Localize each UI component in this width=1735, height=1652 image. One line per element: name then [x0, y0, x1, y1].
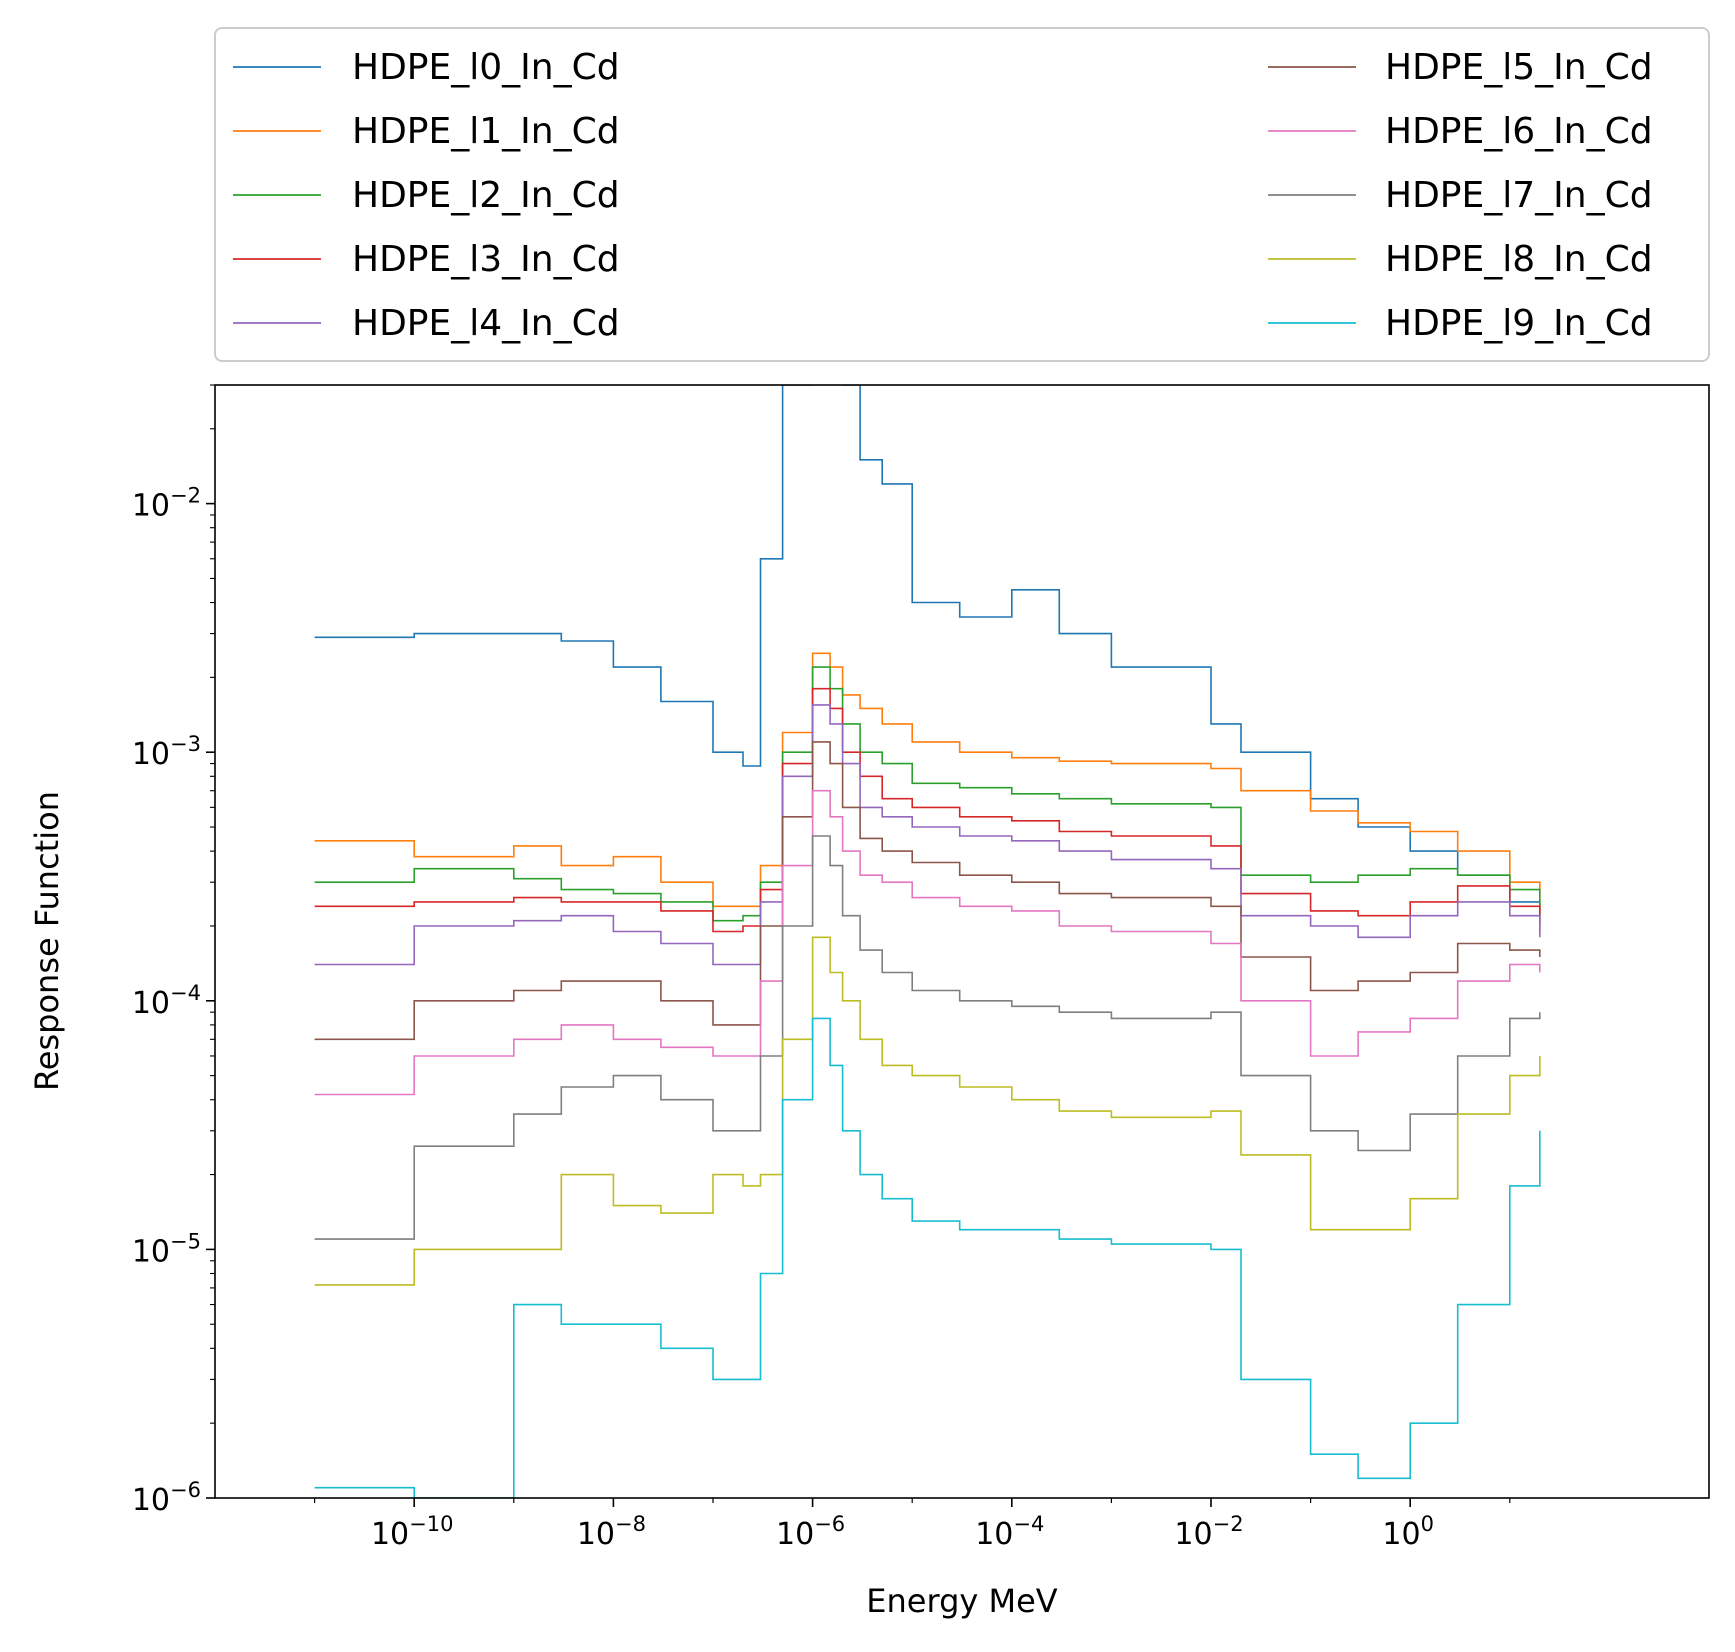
- series-line-8: [314, 936, 1541, 1286]
- legend-label-8: HDPE_l8_In_Cd: [1385, 239, 1653, 280]
- x-tick-label-1: 10−8: [577, 1512, 646, 1552]
- x-axis-ticks: 10−10 10−8 10−6 10−4 10−2 100: [314, 1498, 1511, 1552]
- x-tick-label-0: 10−10: [371, 1512, 454, 1552]
- y-tick-label-4: 10−2: [132, 484, 201, 524]
- series-line-9: [314, 1017, 1541, 1498]
- legend-label-0: HDPE_l0_In_Cd: [352, 47, 620, 88]
- y-axis-label: Response Function: [28, 791, 66, 1091]
- legend-label-7: HDPE_l7_In_Cd: [1385, 175, 1653, 216]
- series-line-3: [314, 687, 1541, 933]
- y-tick-label-1: 10−5: [132, 1229, 201, 1269]
- legend-label-5: HDPE_l5_In_Cd: [1385, 47, 1653, 88]
- plot-frame: [214, 384, 1710, 1499]
- series-line-7: [314, 835, 1541, 1240]
- series-line-5: [314, 741, 1541, 1041]
- legend-box: [214, 27, 1710, 362]
- legend-label-3: HDPE_l3_In_Cd: [352, 239, 620, 280]
- legend-label-9: HDPE_l9_In_Cd: [1385, 303, 1653, 344]
- series-line-2: [314, 666, 1541, 922]
- x-tick-label-5: 100: [1382, 1512, 1434, 1552]
- y-tick-label-2: 10−4: [132, 981, 201, 1021]
- legend: HDPE_l0_In_Cd HDPE_l1_In_Cd HDPE_l2_In_Cd H…: [214, 27, 1710, 362]
- legend-label-6: HDPE_l6_In_Cd: [1385, 111, 1653, 152]
- y-tick-label-0: 10−6: [132, 1478, 201, 1518]
- series-line-4: [314, 704, 1541, 966]
- x-tick-label-2: 10−6: [776, 1512, 845, 1552]
- y-tick-label-3: 10−3: [132, 732, 201, 772]
- legend-label-4: HDPE_l4_In_Cd: [352, 303, 620, 344]
- legend-label-2: HDPE_l2_In_Cd: [352, 175, 620, 216]
- series-layer: [314, 385, 1541, 1498]
- x-axis-label: Energy MeV: [866, 1582, 1058, 1620]
- series-line-0: [314, 385, 1541, 926]
- series-line-1: [314, 652, 1541, 911]
- x-tick-label-3: 10−4: [975, 1512, 1044, 1552]
- plot-background: [215, 385, 1709, 1498]
- y-axis-ticks: 10−6 10−5 10−4 10−3 10−2: [132, 384, 215, 1518]
- x-tick-label-4: 10−2: [1174, 1512, 1243, 1552]
- legend-label-1: HDPE_l1_In_Cd: [352, 111, 620, 152]
- series-line-6: [314, 789, 1541, 1096]
